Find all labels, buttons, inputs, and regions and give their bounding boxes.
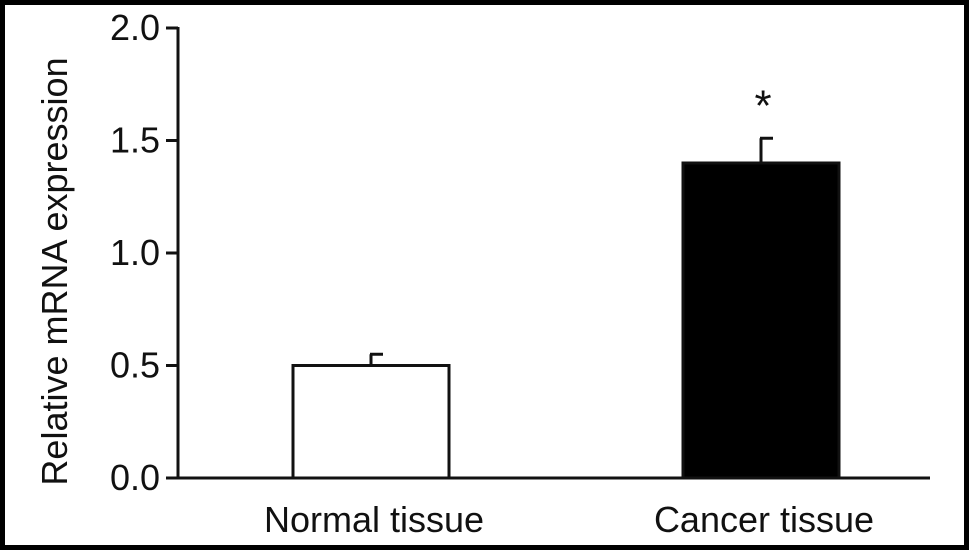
y-axis-title: Relative mRNA expression — [34, 57, 75, 485]
y-tick-label: 0.0 — [110, 457, 160, 498]
y-tick-label: 2.0 — [110, 7, 160, 48]
x-tick-label: Normal tissue — [264, 499, 484, 540]
bar-chart: 0.0 0.5 1.0 1.5 2.0 Normal tissue * Cancer tiss… — [34, 7, 930, 540]
bar — [291, 364, 451, 480]
significance-annotation: * — [754, 81, 771, 130]
bar — [681, 161, 841, 480]
bars — [291, 136, 841, 480]
figure-panel: 0.0 0.5 1.0 1.5 2.0 Normal tissue * Cancer tiss… — [5, 5, 964, 545]
y-tick-label: 0.5 — [110, 345, 160, 386]
y-tick-label: 1.0 — [110, 232, 160, 273]
labels: 0.0 0.5 1.0 1.5 2.0 Normal tissue * Cancer tiss… — [110, 7, 874, 540]
x-tick-label: Cancer tissue — [654, 499, 874, 540]
y-tick-label: 1.5 — [110, 120, 160, 161]
